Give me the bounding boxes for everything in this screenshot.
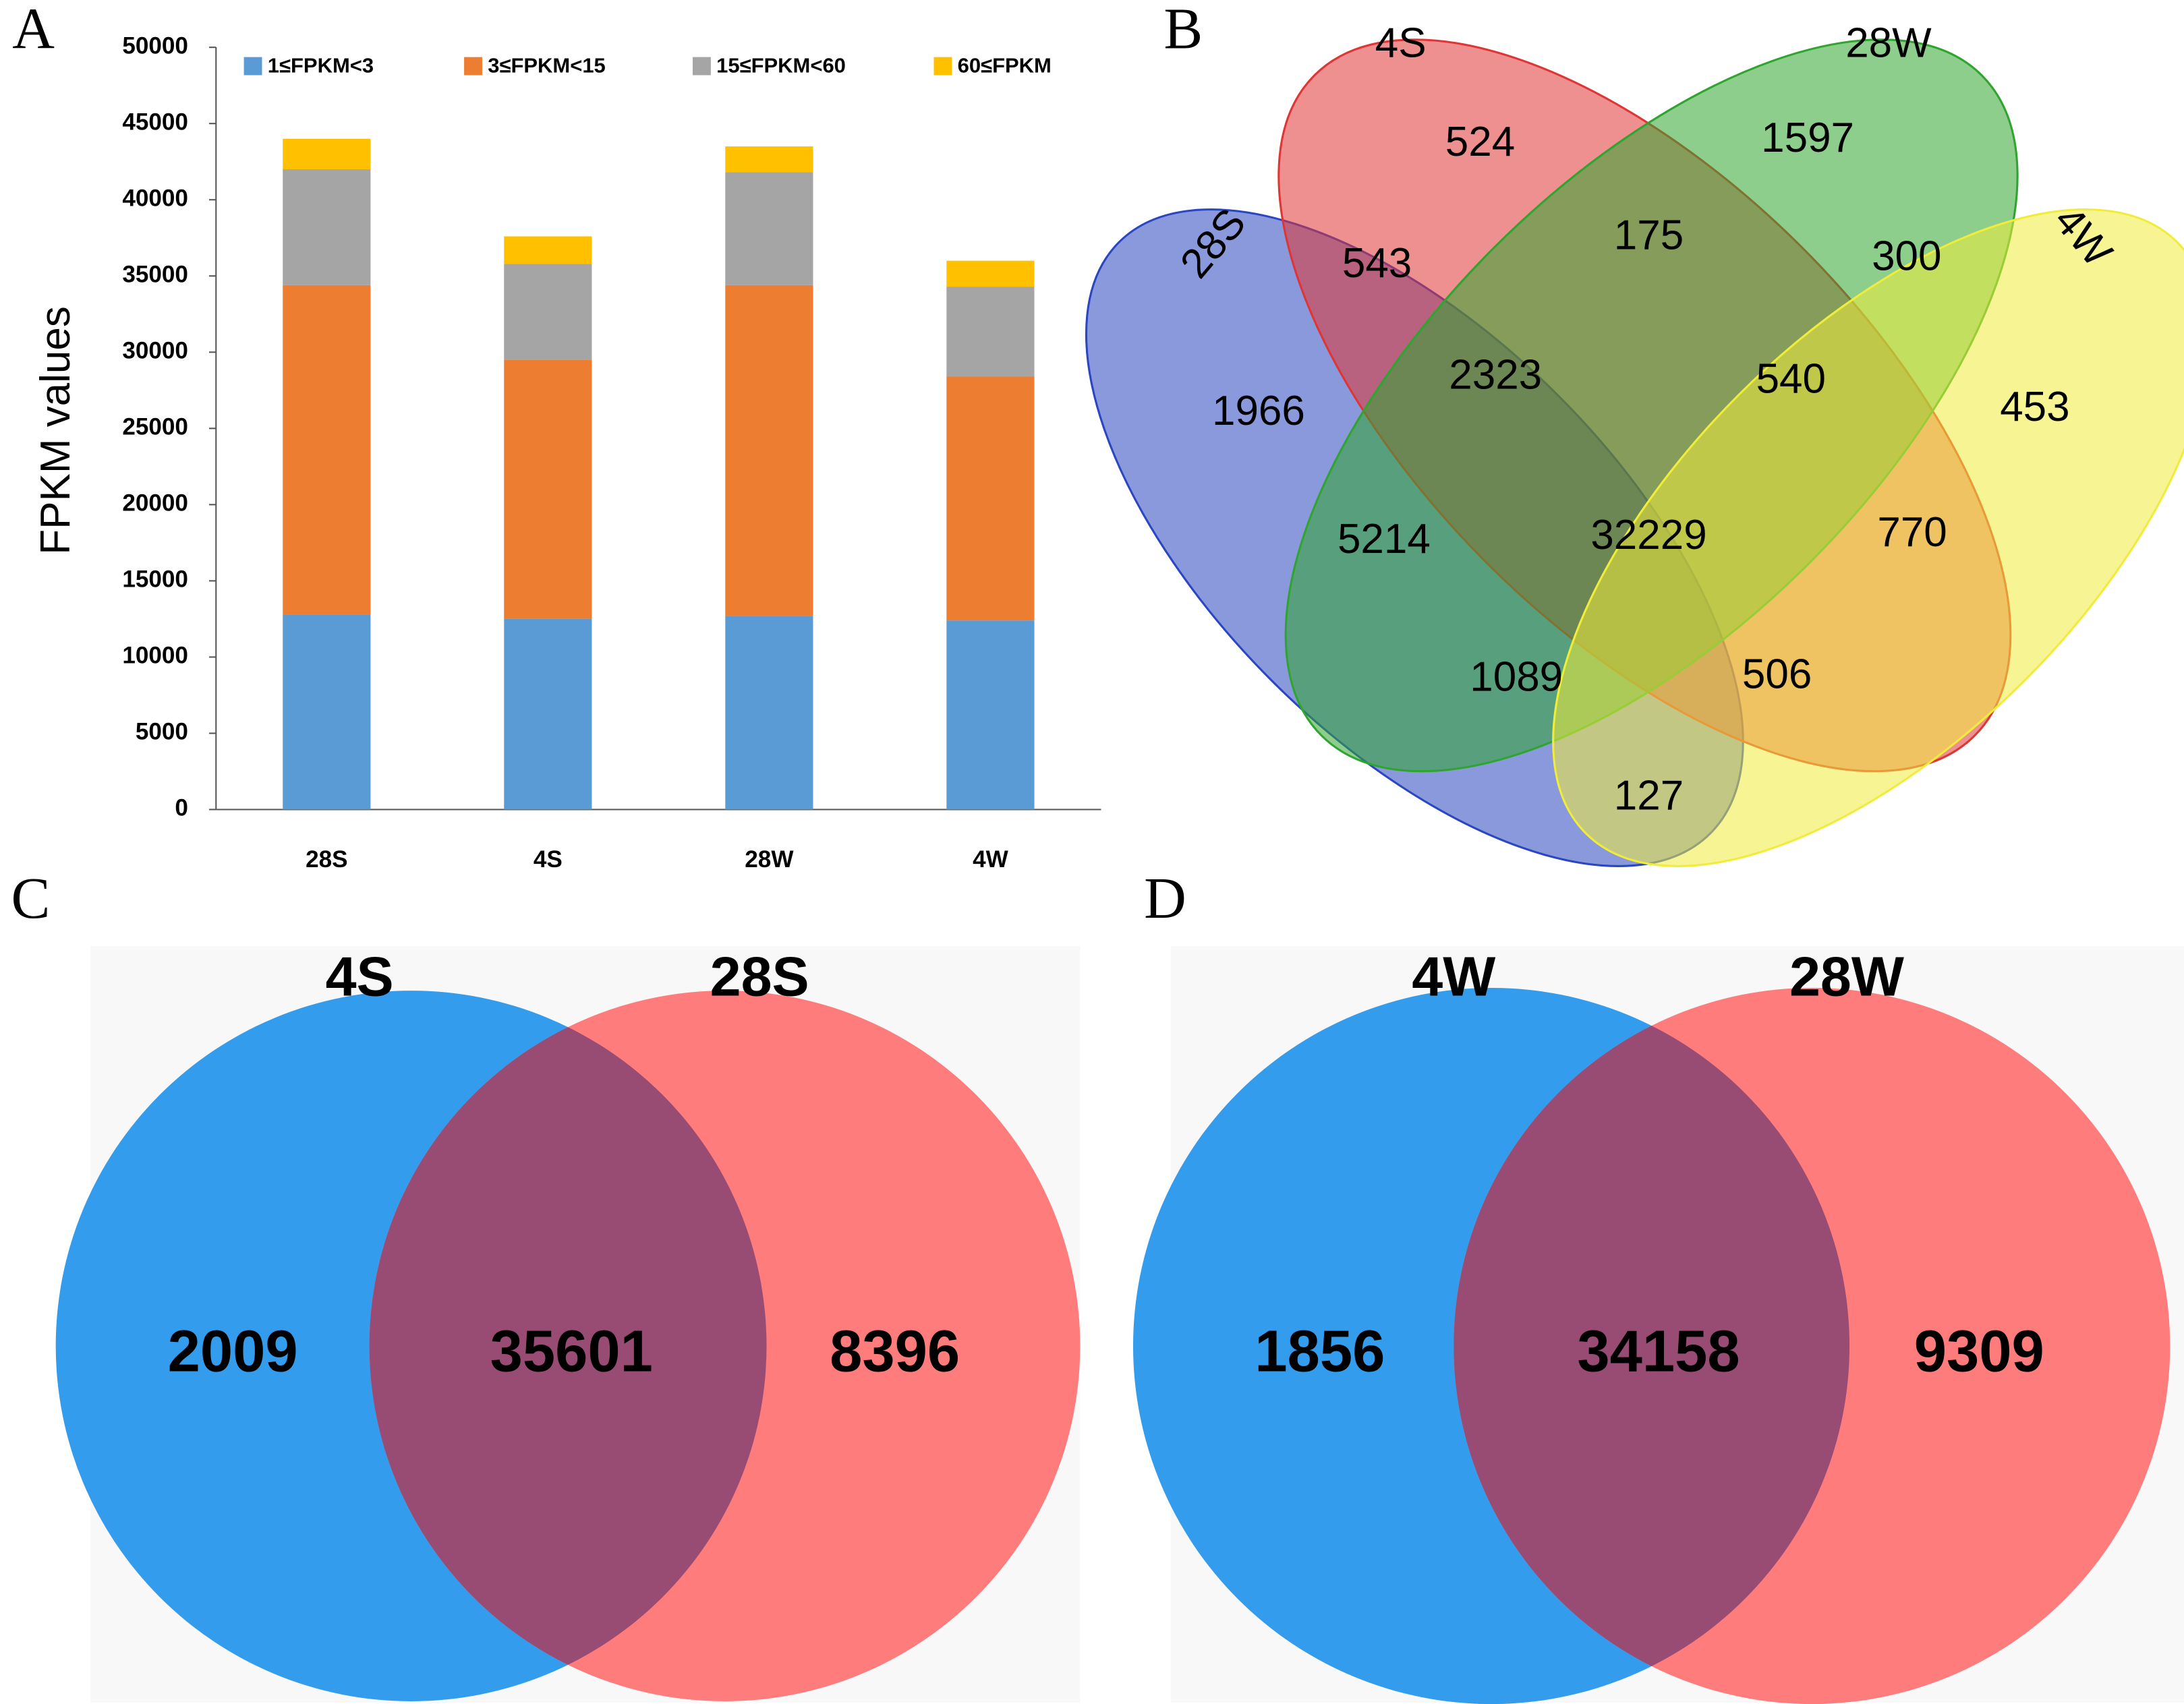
region-count: 34158 [1577, 1318, 1740, 1384]
set-label: 28S [710, 945, 809, 1007]
set-label: 4S [326, 945, 394, 1007]
region-count: 1966 [1212, 388, 1305, 434]
region-count: 2323 [1449, 351, 1542, 398]
region-count: 540 [1756, 355, 1826, 402]
bar-segment [504, 236, 592, 264]
region-count: 300 [1872, 233, 1941, 280]
region-count: 35601 [490, 1318, 653, 1384]
x-tick-label: 28S [306, 846, 347, 873]
region-count: 506 [1742, 651, 1812, 698]
region-count: 8396 [830, 1318, 960, 1384]
bar-segment [946, 376, 1035, 621]
bar-segment [725, 172, 813, 285]
region-count: 453 [2000, 384, 2069, 430]
y-tick-label: 5000 [136, 719, 188, 745]
y-tick-label: 25000 [122, 414, 188, 440]
legend-label: 15≤FPKM<60 [716, 53, 846, 77]
bar-segment [725, 285, 813, 616]
y-axis-label: FPKM values [32, 306, 79, 555]
region-count: 543 [1342, 240, 1412, 287]
region-count: 1089 [1470, 654, 1563, 701]
y-tick-label: 10000 [122, 643, 188, 669]
legend-label: 1≤FPKM<3 [268, 53, 374, 77]
y-tick-label: 40000 [122, 185, 188, 212]
y-tick-label: 15000 [122, 566, 188, 593]
set-label: 4W [1412, 945, 1495, 1007]
set-label: 4S [1375, 20, 1427, 66]
panel-label: D [1144, 866, 1186, 931]
y-tick-label: 35000 [122, 262, 188, 288]
y-tick-label: 45000 [122, 109, 188, 135]
panel-label: C [11, 866, 51, 931]
region-count: 5214 [1338, 516, 1431, 562]
legend-swatch [464, 57, 482, 76]
region-count: 32229 [1590, 512, 1706, 558]
bar-segment [725, 616, 813, 810]
legend-label: 3≤FPKM<15 [488, 53, 606, 77]
region-count: 2009 [168, 1318, 298, 1384]
region-count: 9309 [1914, 1318, 2044, 1384]
legend-swatch [243, 57, 262, 76]
region-count: 1597 [1761, 115, 1854, 161]
region-count: 1856 [1255, 1318, 1385, 1384]
bar-segment [946, 620, 1035, 810]
legend-swatch [933, 57, 952, 76]
bar-segment [946, 260, 1035, 287]
y-tick-label: 20000 [122, 490, 188, 517]
x-tick-label: 4W [973, 846, 1009, 873]
bar-segment [725, 146, 813, 173]
panel-label: A [12, 0, 55, 61]
y-tick-label: 0 [175, 795, 188, 821]
region-count: 770 [1877, 509, 1947, 556]
legend-label: 60≤FPKM [958, 53, 1052, 77]
region-count: 524 [1445, 119, 1515, 165]
bar-segment [946, 287, 1035, 377]
bar-segment [283, 138, 371, 170]
legend-swatch [692, 57, 711, 76]
panel-label: B [1163, 0, 1203, 61]
x-tick-label: 28W [745, 846, 794, 873]
venn-overlap [1454, 987, 1850, 1704]
region-count: 127 [1614, 772, 1684, 819]
x-tick-label: 4S [534, 846, 563, 873]
venn-overlap [369, 991, 767, 1701]
region-count: 175 [1614, 212, 1684, 259]
venn-set [1552, 208, 2184, 867]
bar-segment [504, 618, 592, 810]
y-tick-label: 50000 [122, 32, 188, 59]
bar-segment [283, 614, 371, 810]
bar-segment [504, 359, 592, 619]
set-label: 28W [1789, 945, 1904, 1007]
y-tick-label: 30000 [122, 338, 188, 364]
bar-segment [283, 285, 371, 615]
bar-segment [283, 169, 371, 285]
bar-segment [504, 264, 592, 360]
set-label: 28W [1845, 20, 1932, 66]
